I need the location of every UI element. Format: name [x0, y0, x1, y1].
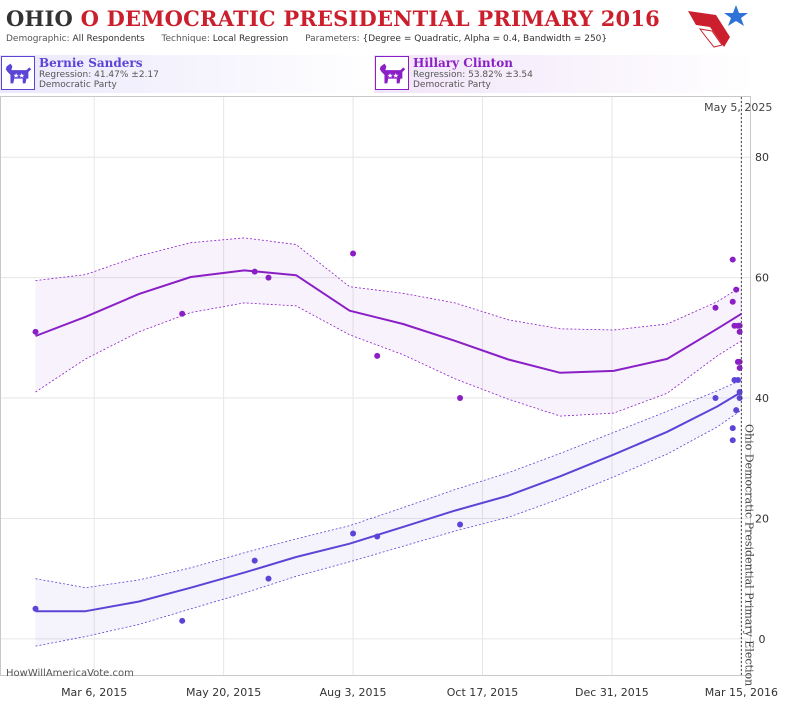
- demographic-value: All Respondents: [72, 34, 145, 44]
- chart-parameters: Demographic: All Respondents Technique: …: [6, 34, 607, 44]
- regression-line-hillary-clinton: [35, 269, 742, 374]
- election-label: Ohio Democratic Presidential Primary Ele…: [742, 424, 755, 686]
- y-tick-label: 60: [755, 272, 769, 285]
- legend-regression-sanders: Regression: 41.47% ±2.17: [39, 70, 159, 80]
- data-point-bernie-sanders: [32, 605, 39, 612]
- x-tick-label: Mar 6, 2015: [61, 686, 127, 699]
- x-tick-label: Oct 17, 2015: [447, 686, 519, 699]
- regression-lines: [35, 269, 742, 613]
- polling-chart: 0 20 40 60 80 Mar 6, 2015 May 20, 2015 Aug 3, …: [0, 96, 778, 699]
- data-point-bernie-sanders: [736, 395, 743, 402]
- election-annotation: Ohio Democratic Presidential Primary Ele…: [704, 97, 772, 686]
- demographic-label: Demographic:: [6, 34, 70, 44]
- title-rest: O DEMOCRATIC PRESIDENTIAL PRIMARY 2016: [80, 6, 660, 31]
- data-point-hillary-clinton: [729, 256, 736, 263]
- data-point-hillary-clinton: [736, 358, 743, 365]
- data-point-bernie-sanders: [712, 395, 719, 402]
- legend-entry-clinton[interactable]: Hillary Clinton Regression: 53.82% ±3.54…: [374, 55, 754, 93]
- data-point-bernie-sanders: [350, 530, 357, 537]
- data-point-bernie-sanders: [733, 407, 740, 414]
- legend-name-clinton: Hillary Clinton: [413, 56, 513, 70]
- legend-regression-clinton: Regression: 53.82% ±3.54: [413, 70, 533, 80]
- data-point-hillary-clinton: [251, 268, 258, 275]
- data-point-hillary-clinton: [736, 322, 743, 329]
- donkey-icon: [375, 56, 409, 90]
- data-point-hillary-clinton: [179, 310, 186, 317]
- data-point-bernie-sanders: [729, 425, 736, 432]
- upper-bound-bernie-sanders: [35, 379, 742, 589]
- watermark-text: HowWillAmericaVote.com: [6, 668, 134, 679]
- parameters-label: Parameters:: [305, 34, 360, 44]
- regression-line-bernie-sanders: [35, 391, 742, 613]
- y-tick-labels: 0 20 40 60 80: [755, 151, 769, 646]
- data-point-hillary-clinton: [265, 274, 272, 281]
- technique-label: Technique:: [161, 34, 210, 44]
- y-tick-label: 80: [755, 151, 769, 164]
- data-point-hillary-clinton: [32, 328, 39, 335]
- y-tick-label: 20: [755, 512, 769, 525]
- data-point-hillary-clinton: [374, 352, 381, 359]
- data-point-hillary-clinton: [712, 304, 719, 311]
- data-point-bernie-sanders: [251, 557, 258, 564]
- plot-area: [0, 96, 751, 676]
- site-logo-icon: [688, 5, 748, 48]
- legend-name-sanders: Bernie Sanders: [39, 56, 143, 70]
- upper-bound-hillary-clinton: [35, 237, 742, 331]
- data-point-bernie-sanders: [374, 533, 381, 540]
- chart-header: OHIO O DEMOCRATIC PRESIDENTIAL PRIMARY 2…: [0, 0, 789, 52]
- title-state: OHIO: [6, 6, 74, 31]
- chart-title: OHIO O DEMOCRATIC PRESIDENTIAL PRIMARY 2…: [6, 6, 660, 31]
- donkey-icon: [1, 56, 35, 90]
- legend-party-sanders: Democratic Party: [39, 80, 117, 90]
- x-tick-label: Aug 3, 2015: [320, 686, 387, 699]
- confidence-bands: [35, 237, 742, 647]
- data-point-hillary-clinton: [733, 286, 740, 293]
- legend-party-clinton: Democratic Party: [413, 80, 491, 90]
- x-tick-label: Dec 31, 2015: [575, 686, 649, 699]
- technique-value: Local Regression: [212, 34, 289, 44]
- band-bernie-sanders: [35, 380, 742, 647]
- data-point-hillary-clinton: [729, 298, 736, 305]
- band-hillary-clinton: [35, 237, 742, 417]
- y-tick-label: 40: [755, 392, 769, 405]
- data-point-bernie-sanders: [179, 617, 186, 624]
- y-tick-label: 0: [759, 633, 766, 646]
- lower-bound-bernie-sanders: [35, 409, 742, 647]
- data-point-bernie-sanders: [457, 521, 464, 528]
- poll-points: [32, 250, 743, 624]
- parameters-value: {Degree = Quadratic, Alpha = 0.4, Bandwi…: [362, 34, 608, 44]
- x-tick-labels: Mar 6, 2015 May 20, 2015 Aug 3, 2015 Oct 17…: [61, 686, 778, 699]
- legend-entry-sanders[interactable]: Bernie Sanders Regression: 41.47% ±2.17 …: [0, 55, 380, 93]
- data-point-hillary-clinton: [457, 395, 464, 402]
- x-tick-label: May 20, 2015: [186, 686, 261, 699]
- data-point-bernie-sanders: [265, 575, 272, 582]
- current-date-label: May 5, 2025: [704, 101, 772, 114]
- x-tick-label: Mar 15, 2016: [705, 686, 778, 699]
- data-point-bernie-sanders: [729, 437, 736, 444]
- data-point-hillary-clinton: [350, 250, 357, 257]
- data-point-bernie-sanders: [734, 376, 741, 383]
